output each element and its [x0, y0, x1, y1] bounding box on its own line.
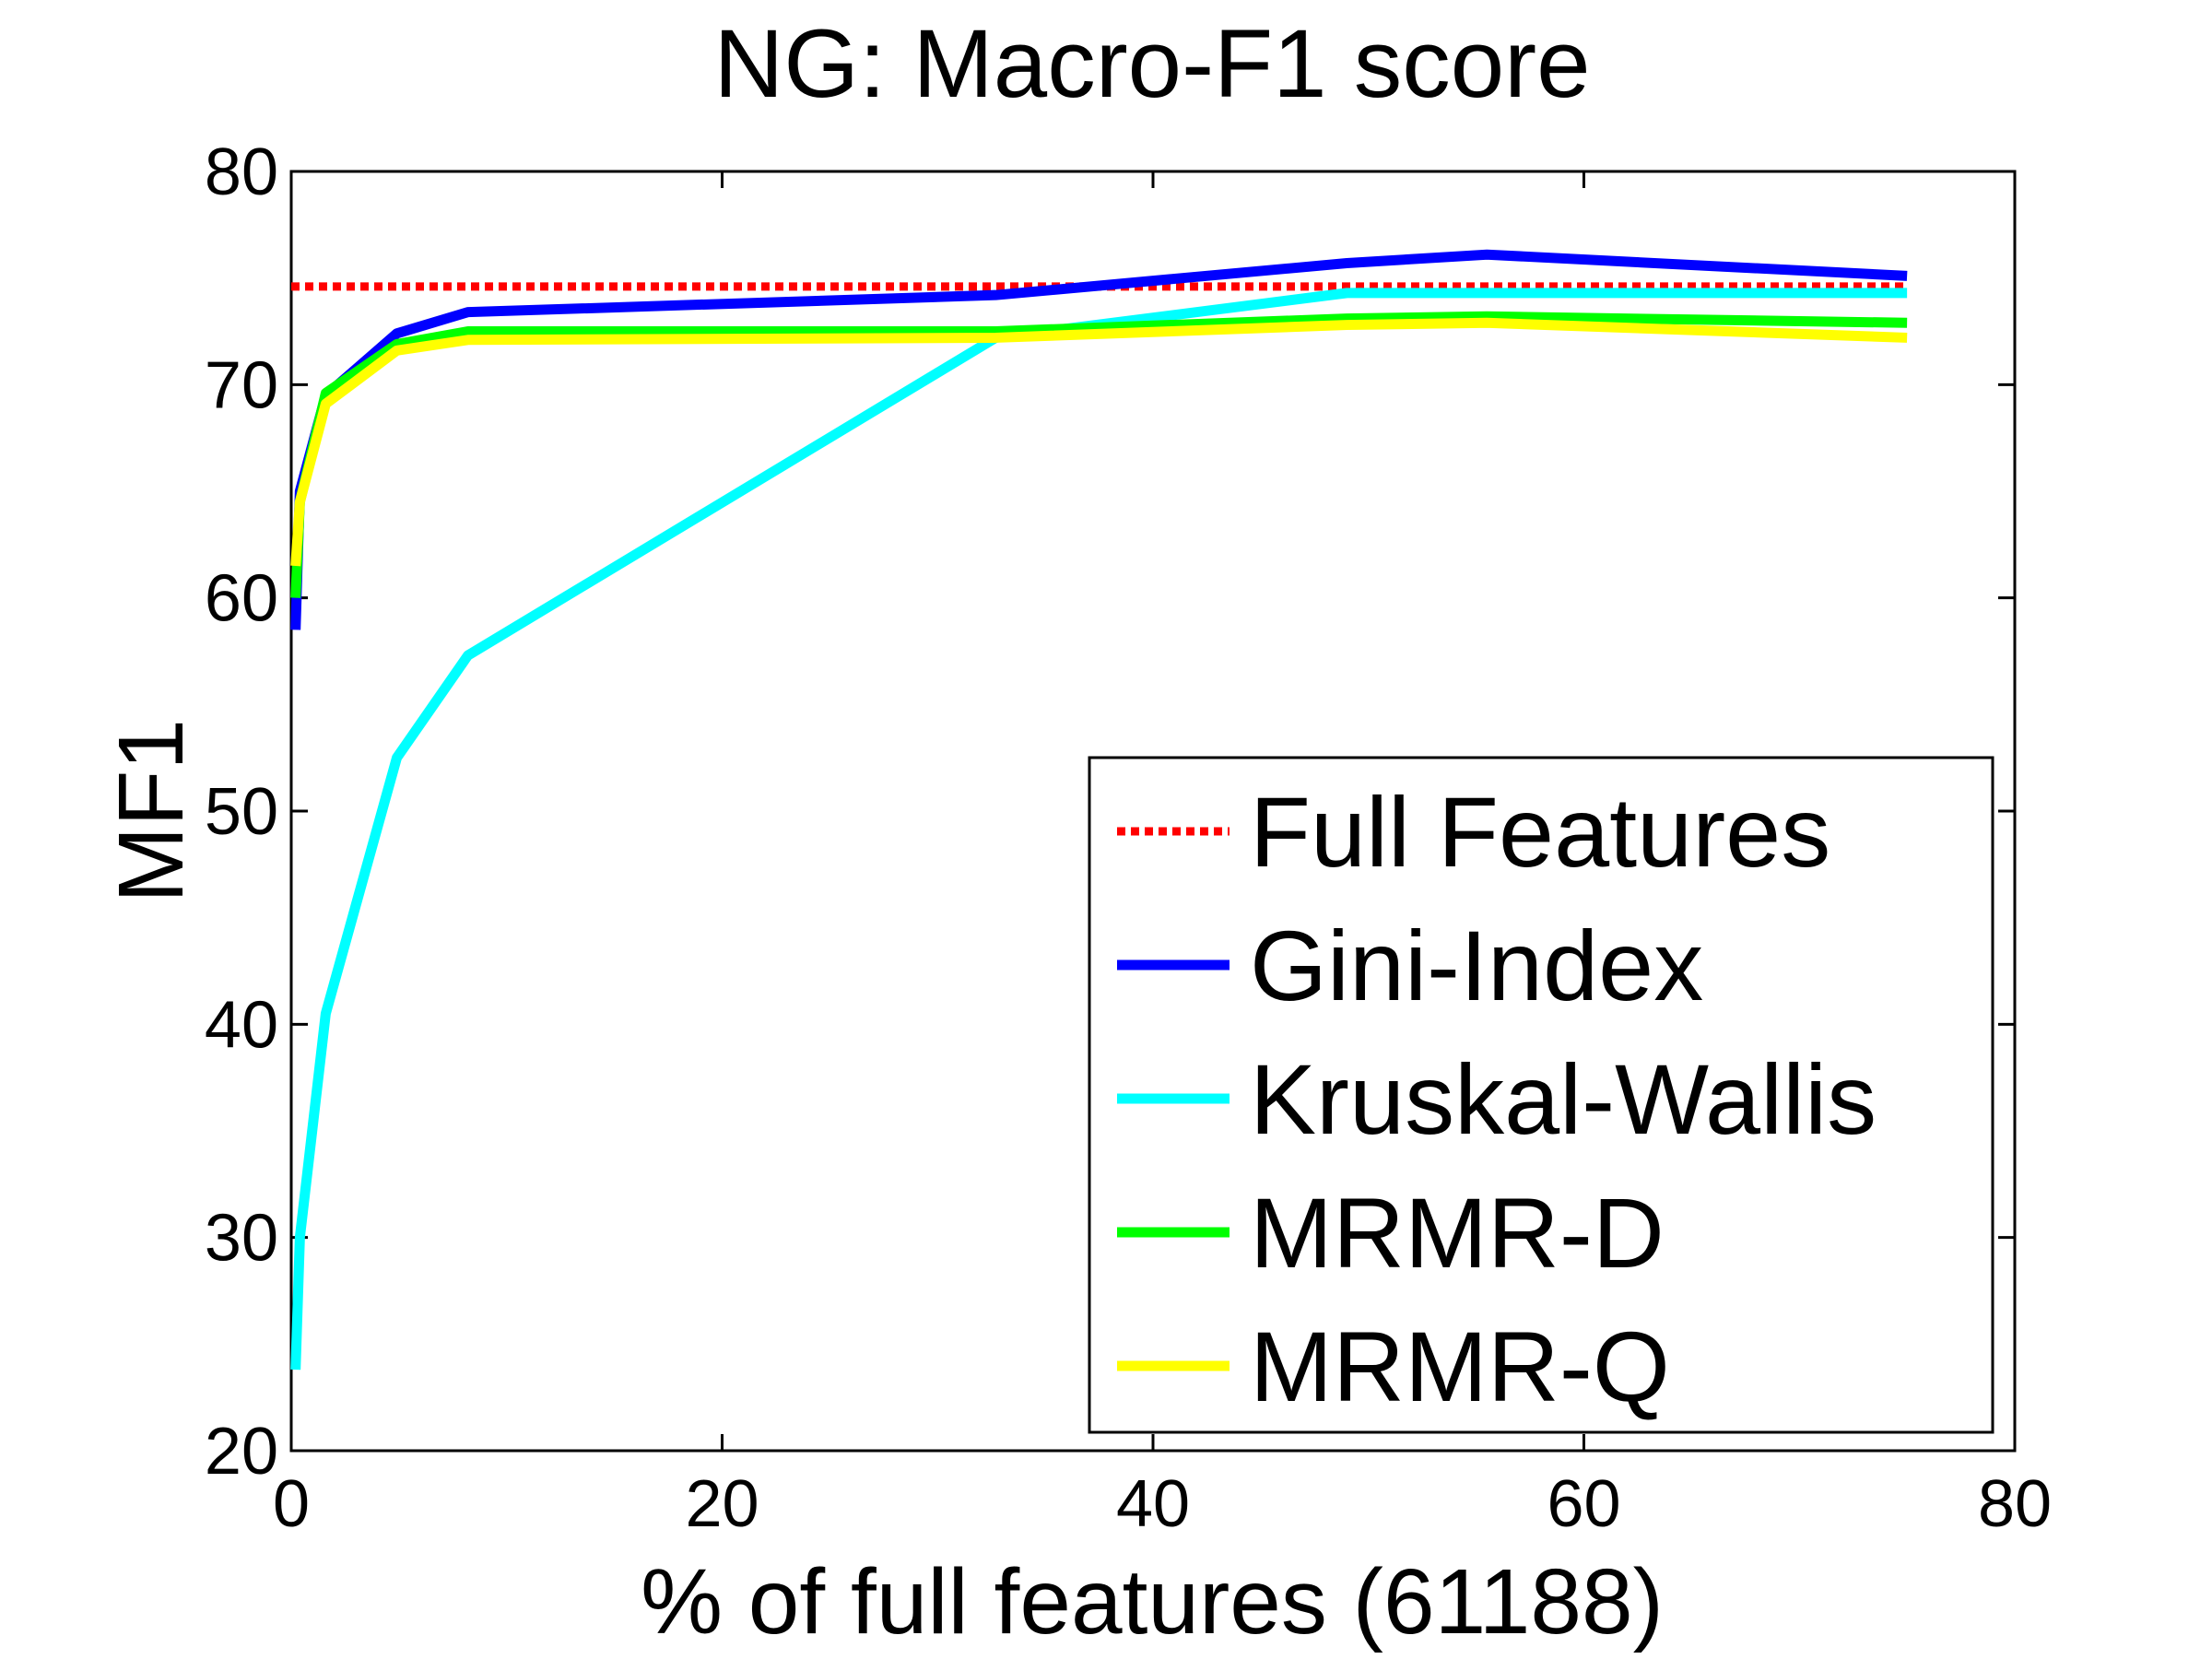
y-tick-label: 20 — [205, 1415, 278, 1488]
y-tick-label: 40 — [205, 988, 278, 1062]
x-tick-label: 40 — [1116, 1467, 1190, 1541]
y-tick-label: 30 — [205, 1202, 278, 1276]
y-axis-label: MF1 — [100, 719, 203, 903]
legend-label: Full Features — [1250, 776, 1830, 888]
chart-title: NG: Macro-F1 score — [714, 10, 1591, 118]
y-tick-label: 50 — [205, 775, 278, 849]
series-line-kruskal-wallis — [290, 288, 1908, 1371]
y-tick-label: 80 — [205, 135, 278, 209]
x-tick-label: 0 — [273, 1467, 310, 1541]
series-line-mrmr-q — [290, 317, 1908, 567]
x-tick-label: 20 — [685, 1467, 759, 1541]
legend-box — [1088, 756, 1994, 1434]
y-tick-label: 60 — [205, 562, 278, 636]
legend-label: MRMR-Q — [1250, 1311, 1670, 1422]
series-layer — [290, 249, 1908, 1371]
x-tick-label: 60 — [1547, 1467, 1620, 1541]
legend: Full Features Gini-Index Kruskal-Wallis MRM… — [1088, 756, 1994, 1434]
y-tick-label: 70 — [205, 348, 278, 422]
legend-label: Kruskal-Wallis — [1250, 1043, 1877, 1155]
legend-label: Gini-Index — [1250, 910, 1703, 1021]
x-tick-label: 80 — [1978, 1467, 2052, 1541]
x-axis-label: % of full features (61188) — [641, 1550, 1664, 1653]
legend-label: MRMR-D — [1250, 1177, 1665, 1288]
